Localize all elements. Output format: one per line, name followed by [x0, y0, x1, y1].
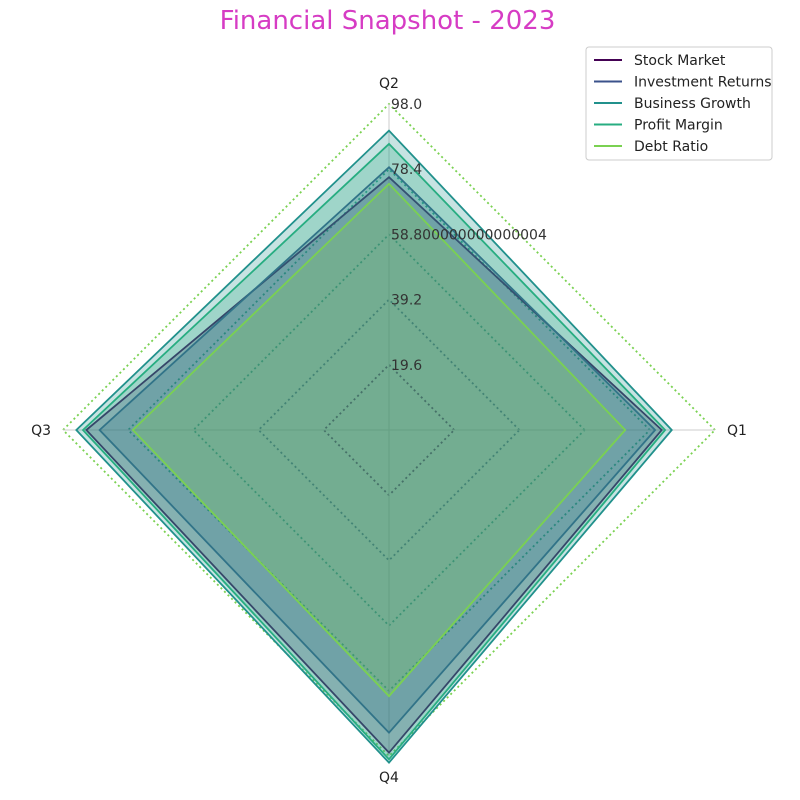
legend-entry: Stock Market	[634, 53, 726, 69]
radar-tick-labels: 19.6 39.2 58.800000000000004 78.4 98.0	[391, 97, 547, 374]
series-polygon	[131, 182, 627, 698]
tick-label: 98.0	[391, 97, 422, 113]
chart-title: Financial Snapshot - 2023	[219, 6, 556, 36]
series-polygon	[75, 129, 673, 765]
legend-entry: Business Growth	[634, 96, 751, 112]
series-polygon	[98, 165, 657, 735]
grid-ring	[322, 363, 456, 497]
axis-label-q4: Q4	[379, 770, 399, 786]
legend-box	[585, 46, 773, 161]
legend-entry: Profit Margin	[634, 118, 723, 134]
legend-entry: Debt Ratio	[634, 139, 708, 155]
axis-label-q2: Q2	[379, 76, 399, 92]
series-polygon	[84, 175, 664, 755]
legend: Stock Market Investment Returns Business G…	[585, 46, 773, 161]
radar-series-layer	[75, 129, 673, 765]
series-polygon	[81, 142, 667, 761]
grid-ring	[61, 102, 717, 758]
legend-entry: Investment Returns	[634, 75, 772, 91]
radar-axis-labels: Q1 Q2 Q3 Q4	[31, 76, 747, 786]
grid-ring	[126, 167, 652, 693]
tick-label: 19.6	[391, 358, 422, 374]
radar-grid	[61, 102, 717, 758]
tick-label: 78.4	[391, 162, 422, 178]
tick-label: 58.800000000000004	[391, 227, 547, 243]
axis-label-q3: Q3	[31, 423, 51, 439]
axis-label-q1: Q1	[727, 423, 747, 439]
tick-label: 39.2	[391, 293, 422, 309]
